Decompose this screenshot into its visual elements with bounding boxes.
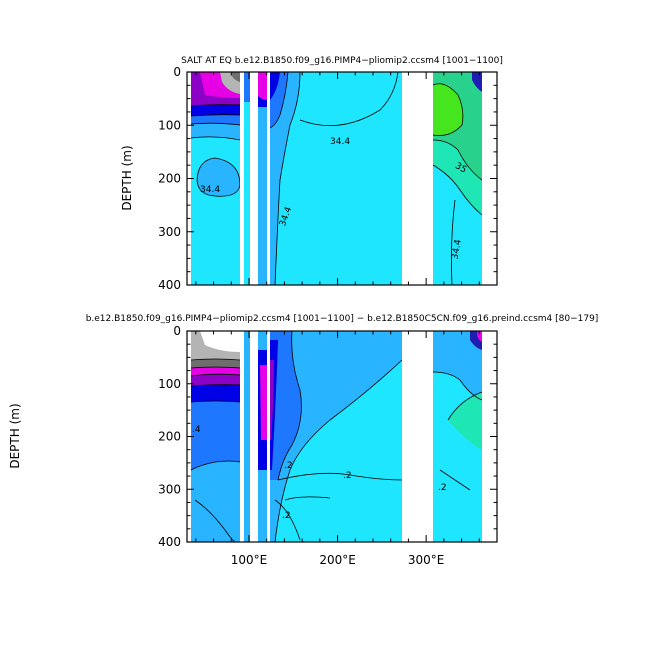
bot-fill-purple-pacific bbox=[270, 360, 274, 440]
bot-fill-lightblue-west bbox=[191, 461, 240, 542]
top-axes: 0 100 200 300 400 bbox=[158, 65, 498, 292]
bot-land-c bbox=[267, 331, 270, 542]
bot-fill-lightblue-pacific bbox=[270, 331, 402, 542]
bottom-ytick-label: 100 bbox=[158, 377, 181, 391]
bottom-contour-label: .2 bbox=[438, 483, 447, 493]
top-ytick-label: 400 bbox=[158, 278, 181, 292]
bot-fill-medblue-pacific bbox=[270, 331, 302, 480]
bottom-title: b.e12.B1850.f09_g16.PIMP4−pliomip2.ccsm4… bbox=[86, 314, 599, 324]
top-contour-label: 35 bbox=[453, 161, 468, 175]
top-fill-strip-b bbox=[258, 72, 267, 285]
bottom-contour-label: .2 bbox=[343, 471, 352, 481]
top-contour-lines bbox=[190, 72, 483, 285]
top-fill-blob-west bbox=[197, 158, 240, 197]
bot-fill-teal-atlantic bbox=[448, 392, 482, 450]
bottom-contour-lines bbox=[190, 331, 483, 542]
bottom-xtick-label: 300°E bbox=[408, 553, 445, 567]
bottom-contour-label: .4 bbox=[192, 425, 201, 435]
bottom-axes: 0 100 200 300 400 100°E 200°E 300°E bbox=[158, 324, 498, 567]
bottom-ytick-label: 200 bbox=[158, 430, 181, 444]
bottom-contour-label: .2 bbox=[284, 461, 293, 471]
bot-fill-strip-b-magenta bbox=[260, 365, 267, 440]
bot-fill-white-west bbox=[200, 331, 240, 352]
bottom-ytick-label: 0 bbox=[173, 324, 181, 338]
top-ytick-label: 100 bbox=[158, 118, 181, 132]
top-ylabel: DEPTH (m) bbox=[120, 145, 134, 210]
top-land-a bbox=[240, 72, 244, 285]
bot-fill-strip-a bbox=[244, 331, 250, 542]
bot-land-americas bbox=[402, 331, 433, 542]
top-fill-strip-a-top bbox=[244, 72, 250, 102]
top-fill-strip-b-magenta bbox=[258, 72, 267, 100]
bottom-ytick-label: 400 bbox=[158, 535, 181, 549]
bot-fill-magenta-atlantic bbox=[477, 331, 482, 342]
bottom-plot-fill bbox=[191, 331, 482, 542]
top-fill-strip-a bbox=[244, 72, 250, 285]
top-plot-fill bbox=[191, 72, 482, 285]
bottom-ytick-label: 300 bbox=[158, 482, 181, 496]
top-panel: SALT AT EQ b.e12.B1850.f09_g16.PIMP4−pli… bbox=[120, 56, 503, 292]
bot-land-a bbox=[240, 331, 244, 542]
top-fill-green-atlantic bbox=[433, 83, 463, 136]
bottom-ylabel: DEPTH (m) bbox=[8, 403, 22, 468]
top-fill-darkblue-atlantic bbox=[472, 72, 482, 92]
top-contour-label: 34.4 bbox=[200, 185, 220, 195]
bottom-panel: b.e12.B1850.f09_g16.PIMP4−pliomip2.ccsm4… bbox=[8, 314, 598, 567]
top-ytick-label: 200 bbox=[158, 172, 181, 186]
top-land-c bbox=[267, 72, 270, 285]
top-land-americas bbox=[402, 72, 433, 285]
top-land-b bbox=[250, 72, 258, 285]
top-fill-darkgray-west bbox=[232, 72, 240, 82]
top-ytick-label: 0 bbox=[173, 65, 181, 79]
top-fill-blue-pacific bbox=[270, 72, 280, 100]
top-ytick-label: 300 bbox=[158, 225, 181, 239]
bottom-xtick-label: 200°E bbox=[319, 553, 356, 567]
top-title: SALT AT EQ b.e12.B1850.f09_g16.PIMP4−pli… bbox=[181, 56, 503, 66]
top-contour-label: 34.4 bbox=[450, 238, 463, 260]
bottom-contour-label: .2 bbox=[282, 511, 291, 521]
top-contour-label: 34.4 bbox=[330, 137, 350, 147]
bottom-xtick-label: 100°E bbox=[231, 553, 268, 567]
top-fill-lightblue-pacific bbox=[270, 72, 300, 285]
bot-land-b bbox=[250, 331, 258, 542]
